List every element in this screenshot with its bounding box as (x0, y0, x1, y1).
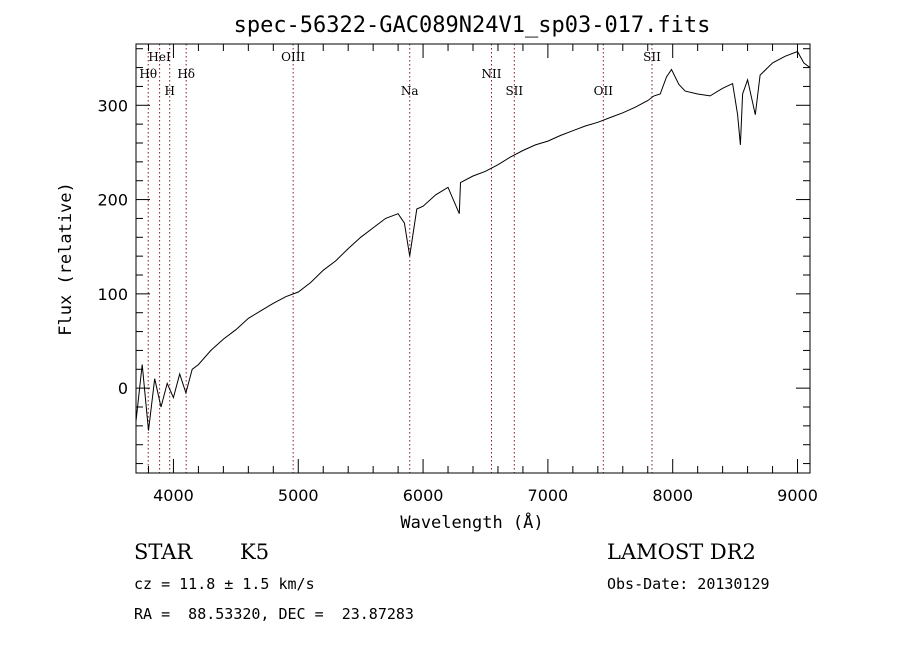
chart-title: spec-56322-GAC089N24V1_sp03-017.fits (234, 13, 711, 38)
line-label-3: Hδ (177, 67, 195, 81)
y-tick-label-3: 300 (97, 96, 128, 115)
y-tick-label-1: 100 (97, 285, 128, 304)
line-label-4: OIII (281, 50, 305, 64)
x-tick-label-5: 9000 (777, 486, 818, 505)
redshift-text: cz = 11.8 ± 1.5 km/s (134, 575, 315, 593)
object-subclass: K5 (240, 540, 269, 564)
object-class: STAR (134, 540, 193, 564)
axis-ticks: 4000 5000 6000 7000 8000 9000 0 100 200 300 (97, 44, 818, 505)
line-label-2: H (164, 84, 174, 98)
y-axis-label: Flux (relative) (56, 182, 76, 336)
spectral-line-markers (147, 44, 653, 473)
line-label-8: OII (594, 84, 614, 98)
plot-frame (135, 43, 811, 474)
spectrum-line-0 (135, 50, 811, 431)
coords-text: RA = 88.53320, DEC = 23.87283 (134, 605, 414, 623)
x-tick-label-0: 4000 (153, 486, 194, 505)
line-label-5: Na (401, 84, 419, 98)
series-layer (135, 50, 811, 431)
x-tick-label-4: 8000 (652, 486, 693, 505)
line-label-7: SII (505, 84, 523, 98)
line-label-0: Hθ (139, 67, 157, 81)
obs-date-text: Obs-Date: 20130129 (607, 575, 770, 593)
line-label-1: HeI (148, 50, 171, 64)
survey-name: LAMOST DR2 (607, 540, 756, 564)
line-label-9: SII (643, 50, 661, 64)
line-label-6: NII (481, 67, 501, 81)
x-tick-label-2: 6000 (403, 486, 444, 505)
x-axis-label: Wavelength (Å) (400, 511, 543, 533)
y-tick-label-2: 200 (97, 191, 128, 210)
x-tick-label-3: 7000 (528, 486, 569, 505)
y-tick-label-0: 0 (118, 379, 128, 398)
x-tick-label-1: 5000 (278, 486, 319, 505)
spectral-line-labels: Hθ HeI HHδ OIII Na NII SII OII SII (139, 50, 661, 98)
